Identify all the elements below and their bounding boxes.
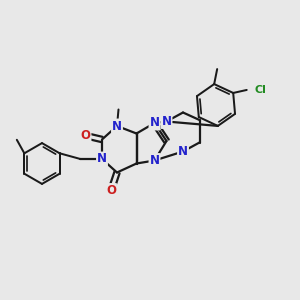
Text: N: N [97,152,107,166]
Text: N: N [178,145,188,158]
Text: Cl: Cl [254,85,266,95]
Text: N: N [112,119,122,133]
Text: N: N [161,115,172,128]
Text: N: N [149,154,160,167]
Text: N: N [149,116,160,130]
Text: O: O [80,129,91,142]
Text: O: O [106,184,116,197]
